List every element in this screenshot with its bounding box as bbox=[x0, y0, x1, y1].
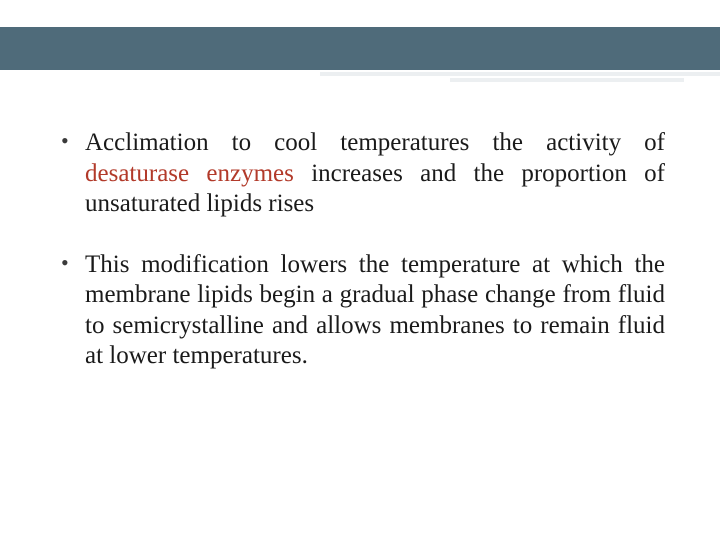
bullet-text-accent: desaturase enzymes bbox=[85, 160, 294, 187]
header-band bbox=[0, 27, 720, 70]
divider-rule-lower bbox=[450, 78, 684, 82]
bullet-list: Acclimation to cool temperatures the act… bbox=[55, 128, 665, 372]
content-area: Acclimation to cool temperatures the act… bbox=[55, 128, 665, 402]
divider-rule-upper bbox=[320, 72, 720, 76]
list-item: This modification lowers the temperature… bbox=[55, 250, 665, 372]
list-item: Acclimation to cool temperatures the act… bbox=[55, 128, 665, 220]
bullet-text-pre: Acclimation to cool temperatures the act… bbox=[85, 129, 665, 156]
slide: Acclimation to cool temperatures the act… bbox=[0, 0, 720, 540]
bullet-text-pre: This modification lowers the temperature… bbox=[85, 251, 665, 370]
